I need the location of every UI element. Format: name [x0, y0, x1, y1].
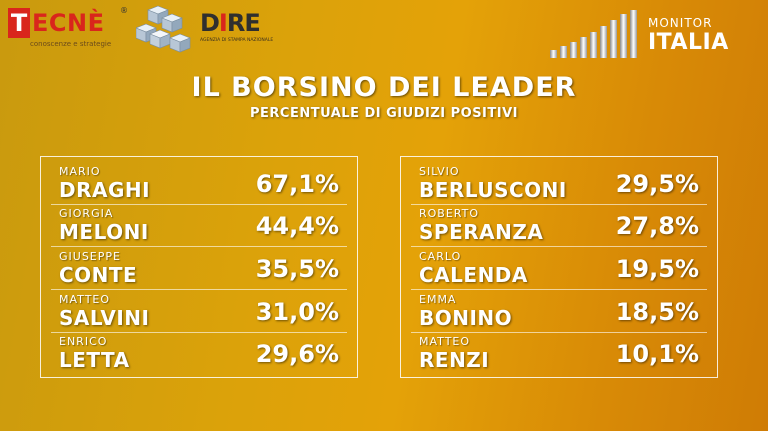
leader-last-name: SPERANZA — [419, 220, 544, 244]
leader-percentage: 19,5% — [615, 255, 699, 283]
leader-first-name: ENRICO — [59, 335, 108, 348]
dire-logo: DIRE AGENZIA DI STAMPA NAZIONALE — [200, 10, 274, 50]
leader-percentage: 35,5% — [255, 255, 339, 283]
tecne-logo-initial: T — [8, 8, 30, 38]
leader-first-name: ROBERTO — [419, 207, 480, 220]
leader-row: CARLO CALENDA 19,5% — [411, 248, 707, 290]
leader-row: GIORGIA MELONI 44,4% — [51, 205, 347, 247]
tecne-logo: T ECNÈ ® conoscenze e strategie — [8, 6, 128, 50]
leader-last-name: DRAGHI — [59, 178, 151, 202]
leader-last-name: CONTE — [59, 263, 138, 287]
leader-row: EMMA BONINO 18,5% — [411, 291, 707, 333]
leader-last-name: BONINO — [419, 306, 513, 330]
page-subtitle: PERCENTUALE DI GIUDIZI POSITIVI — [249, 106, 518, 121]
leader-percentage: 67,1% — [255, 170, 339, 198]
leader-percentage: 44,4% — [255, 212, 339, 240]
leader-percentage: 29,5% — [615, 170, 699, 198]
leader-last-name: LETTA — [59, 348, 130, 372]
leader-last-name: MELONI — [59, 220, 149, 244]
leader-first-name: EMMA — [419, 293, 457, 306]
tecne-tagline: conoscenze e strategie — [30, 40, 112, 48]
page-title: IL BORSINO DEI LEADER — [191, 72, 577, 103]
leader-first-name: MATTEO — [419, 335, 471, 348]
leader-first-name: MARIO — [59, 165, 101, 178]
dire-tagline: AGENZIA DI STAMPA NAZIONALE — [200, 38, 274, 43]
monitor-title: MONITOR — [648, 16, 713, 30]
left-leaders-panel: MARIO DRAGHI 67,1% GIORGIA MELONI 44,4% … — [40, 156, 358, 378]
leader-first-name: GIORGIA — [59, 207, 114, 220]
bar-chart-logo-icon — [550, 10, 637, 58]
leader-row: ROBERTO SPERANZA 27,8% — [411, 205, 707, 247]
registered-mark: ® — [120, 6, 128, 15]
leader-row: MATTEO SALVINI 31,0% — [51, 291, 347, 333]
cubes-logo-icon — [136, 5, 191, 53]
leader-first-name: SILVIO — [419, 165, 460, 178]
leader-row: SILVIO BERLUSCONI 29,5% — [411, 163, 707, 205]
leader-first-name: GIUSEPPE — [59, 250, 121, 263]
leader-last-name: SALVINI — [59, 306, 150, 330]
top-bar: T ECNÈ ® conoscenze e strategie DIRE AGE… — [0, 0, 768, 60]
leader-last-name: BERLUSCONI — [419, 178, 567, 202]
leader-first-name: MATTEO — [59, 293, 111, 306]
leader-percentage: 29,6% — [255, 340, 339, 368]
dire-logo-accent: I — [218, 9, 228, 37]
leader-percentage: 18,5% — [615, 298, 699, 326]
leader-row: MATTEO RENZI 10,1% — [411, 333, 707, 375]
leader-percentage: 10,1% — [615, 340, 699, 368]
dire-wordmark: DIRE — [200, 10, 270, 36]
leader-percentage: 27,8% — [615, 212, 699, 240]
monitor-italia-logo: MONITOR ITALIA — [548, 10, 760, 58]
dire-logo-prefix: D — [200, 9, 220, 37]
leader-last-name: CALENDA — [419, 263, 528, 287]
leader-row: ENRICO LETTA 29,6% — [51, 333, 347, 375]
leader-first-name: CARLO — [419, 250, 462, 263]
leader-row: MARIO DRAGHI 67,1% — [51, 163, 347, 205]
dire-logo-suffix: RE — [226, 9, 261, 37]
leader-last-name: RENZI — [419, 348, 490, 372]
leader-row: GIUSEPPE CONTE 35,5% — [51, 248, 347, 290]
right-leaders-panel: SILVIO BERLUSCONI 29,5% ROBERTO SPERANZA… — [400, 156, 718, 378]
monitor-subtitle: ITALIA — [648, 30, 729, 55]
leader-percentage: 31,0% — [255, 298, 339, 326]
tecne-logo-wordmark: ECNÈ — [32, 9, 105, 37]
